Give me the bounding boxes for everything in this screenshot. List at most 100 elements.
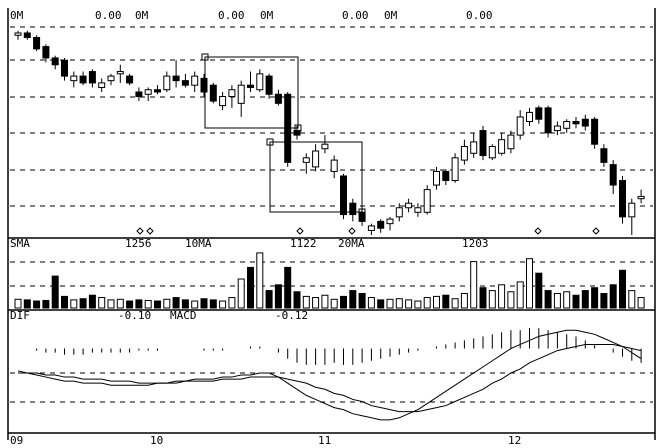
annotation: 20MA [338, 237, 365, 250]
candle-body [107, 75, 115, 82]
volume-bar [628, 290, 636, 309]
volume-bar [172, 297, 180, 309]
candle-body [535, 107, 543, 120]
volume-bar [340, 295, 347, 309]
volume-bar [107, 299, 115, 309]
candle-body [572, 121, 580, 125]
volume-bar [544, 290, 552, 309]
candle-body [312, 150, 320, 168]
header-label: 0M [10, 9, 24, 22]
diamond [136, 227, 144, 235]
candle-body [154, 89, 161, 93]
volume-bar [600, 293, 608, 309]
candle-body [200, 77, 208, 93]
volume-bar [367, 297, 375, 309]
volume-bar [581, 290, 589, 309]
candle-body [265, 75, 273, 95]
candle-body [98, 82, 106, 88]
volume-bar [377, 299, 385, 309]
box [269, 141, 363, 213]
candle-body [116, 71, 124, 75]
header-label: 0M [384, 9, 398, 22]
candle-body [209, 84, 217, 102]
volume-bar [479, 287, 487, 309]
candle-body [386, 218, 394, 225]
candle-body [526, 111, 533, 122]
candle-body [14, 32, 22, 36]
x-label: 09 [10, 434, 23, 447]
volume-bar [498, 284, 506, 309]
volume-bar [321, 294, 329, 309]
volume-bar [126, 300, 134, 309]
volume-bar [433, 295, 440, 309]
volume-bar [98, 297, 106, 309]
volume-bar [79, 298, 87, 309]
volume-bar [247, 266, 254, 309]
volume-bar [228, 297, 236, 309]
candle-body [581, 118, 589, 127]
candle-body [163, 75, 171, 91]
volume-bar [553, 293, 561, 309]
volume-bar [61, 295, 68, 309]
annotation: -0.10 [118, 309, 151, 322]
candle-body [321, 143, 329, 150]
candle-body [219, 96, 227, 107]
candle-body [367, 225, 375, 231]
volume-bar [423, 297, 431, 309]
header-label: 0.00 [466, 9, 493, 22]
annotation: -0.12 [275, 309, 308, 322]
candle-body [256, 73, 264, 91]
volume-bar [163, 298, 171, 309]
candle-body [284, 93, 292, 163]
candle-body [488, 145, 496, 159]
candle-body [61, 59, 68, 77]
candle-body [377, 220, 385, 229]
candle-body [637, 195, 645, 200]
volume-bar [591, 287, 599, 309]
volume-bar [293, 291, 301, 309]
diamond [146, 227, 154, 235]
volume-bar [42, 299, 50, 309]
macd-line [18, 343, 642, 413]
volume-bar [414, 300, 422, 309]
diamond [348, 227, 356, 235]
volume-bar [209, 299, 217, 309]
candle-body [340, 175, 347, 216]
volume-bar [442, 294, 450, 309]
candle-body [70, 75, 78, 82]
candle-body [600, 148, 608, 163]
annotation-boxes [201, 53, 366, 216]
volume-bar [237, 278, 245, 309]
candle-body [609, 164, 617, 186]
header-label: 0.00 [218, 9, 245, 22]
volume-bar [181, 299, 189, 309]
volume-bar [14, 298, 22, 309]
candle-body [33, 37, 41, 50]
candle-body [237, 84, 245, 104]
candle-body [405, 202, 413, 209]
volume-bar [265, 290, 273, 309]
candle-body [516, 116, 524, 136]
volume-bar [395, 298, 403, 309]
candle-body [126, 75, 134, 84]
candle-body [591, 118, 599, 145]
candle-body [544, 107, 552, 134]
annotation: MACD [170, 309, 197, 322]
candle-body [51, 57, 59, 66]
candle-body [460, 145, 468, 161]
candle-body [88, 71, 96, 84]
volume-bar [219, 300, 227, 309]
candle-body [619, 180, 626, 218]
macd-line [17, 329, 642, 421]
volume-bar [488, 290, 496, 309]
candle-body [172, 75, 180, 82]
header-label: 0M [260, 9, 274, 22]
volume-bar [191, 300, 199, 309]
diamond [592, 227, 600, 235]
volume-bar [358, 293, 366, 309]
candle-body [42, 46, 50, 59]
candle-body [358, 211, 366, 222]
candle-body [302, 157, 310, 163]
box-handle [201, 53, 209, 61]
